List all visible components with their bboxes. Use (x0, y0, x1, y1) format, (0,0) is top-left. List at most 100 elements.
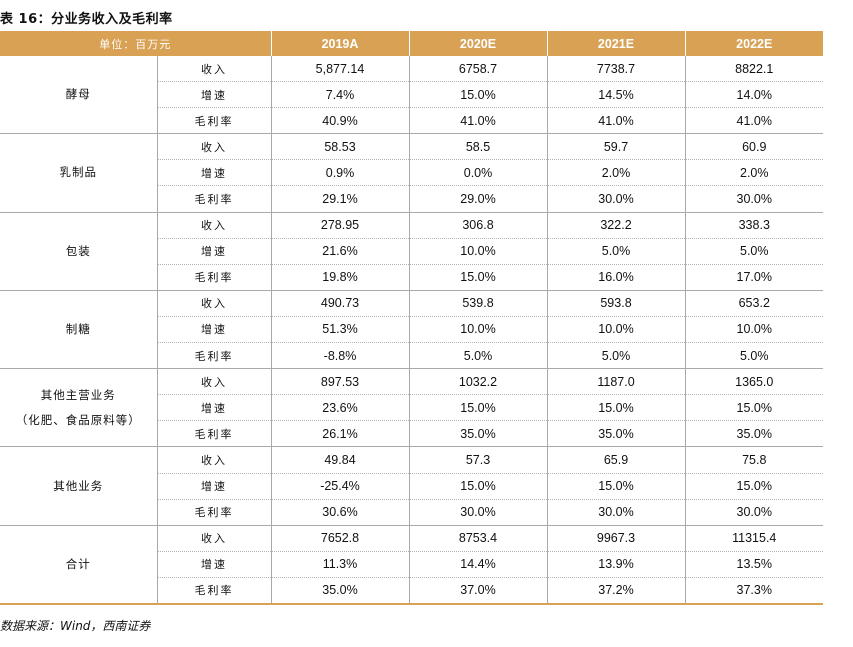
table-row: 制糖 收入 490.73 539.8 593.8 653.2 (0, 290, 823, 370)
value-cell: 5,877.14 (270, 56, 409, 83)
segment-name: 制糖 (65, 321, 91, 336)
value-cell: 11315.4 (684, 525, 823, 552)
value-cell: 10.0% (684, 316, 823, 344)
value-cell: 1365.0 (684, 368, 823, 396)
value-cell: 16.0% (546, 264, 685, 291)
value-cell: 15.0% (546, 473, 685, 500)
value-cell: 5.0% (684, 238, 823, 265)
metric-label: 收入 (156, 525, 271, 552)
value-cell: 57.3 (408, 446, 547, 474)
value-cell: 58.5 (408, 133, 547, 161)
segment-name-detail: （化肥、食品原料等） (15, 412, 141, 427)
value-cell: 15.0% (408, 264, 547, 291)
segment-name: 酵母 (65, 87, 91, 102)
segment-name: 乳制品 (59, 165, 97, 180)
metric-label: 毛利率 (156, 420, 271, 448)
value-cell: 1187.0 (546, 368, 685, 396)
value-cell: 897.53 (270, 368, 409, 396)
value-cell: 65.9 (546, 446, 685, 474)
segment-name-cell: 其他主营业务 （化肥、食品原料等） (0, 368, 157, 448)
table-row: 乳制品 收入 58.53 58.5 59.7 60.9 (0, 133, 823, 213)
value-cell: 29.0% (408, 185, 547, 213)
value-cell: 35.0% (408, 420, 547, 448)
value-cell: 15.0% (546, 394, 685, 422)
metric-label: 毛利率 (156, 499, 271, 526)
value-cell: 37.3% (684, 577, 823, 605)
metric-label: 增速 (156, 394, 271, 422)
value-cell: 35.0% (684, 420, 823, 448)
value-cell: 15.0% (684, 473, 823, 500)
value-cell: 15.0% (408, 81, 547, 109)
value-cell: 14.0% (684, 81, 823, 109)
metric-label: 毛利率 (156, 107, 271, 135)
value-cell: 8822.1 (684, 56, 823, 83)
metric-label: 毛利率 (156, 342, 271, 370)
table-row: 毛利率 40.9% 41.0% 41.0% 41.0% (0, 107, 823, 135)
metric-label: 收入 (156, 446, 271, 474)
segment-name-cell: 制糖 (0, 290, 157, 370)
table-body: 酵母 收入 5,877.14 6758.7 7738.7 8822.1 增速 7.4% 15.0… (0, 56, 823, 605)
value-cell: 338.3 (684, 212, 823, 239)
value-cell: 490.73 (270, 290, 409, 317)
value-cell: 41.0% (684, 107, 823, 135)
metric-label: 收入 (156, 56, 271, 83)
value-cell: 306.8 (408, 212, 547, 239)
value-cell: -25.4% (270, 473, 409, 500)
value-cell: 19.8% (270, 264, 409, 291)
value-cell: 40.9% (270, 107, 409, 135)
metric-label: 增速 (156, 81, 271, 109)
metric-label: 增速 (156, 316, 271, 344)
table-row: 增速 0.9% 0.0% 2.0% 2.0% (0, 159, 823, 187)
value-cell: 60.9 (684, 133, 823, 161)
value-cell: 26.1% (270, 420, 409, 448)
metric-label: 毛利率 (156, 264, 271, 291)
value-cell: 15.0% (408, 473, 547, 500)
value-cell: 30.0% (408, 499, 547, 526)
value-cell: 37.2% (546, 577, 685, 605)
table-row: 毛利率 30.6% 30.0% 30.0% 30.0% (0, 499, 823, 526)
segment-name-cell: 合计 (0, 525, 157, 605)
value-cell: 8753.4 (408, 525, 547, 552)
value-cell: 15.0% (684, 394, 823, 422)
value-cell: 58.53 (270, 133, 409, 161)
table-row: 增速 11.3% 14.4% 13.9% 13.5% (0, 551, 823, 578)
value-cell: 75.8 (684, 446, 823, 474)
table-row: 其他主营业务 （化肥、食品原料等） 收入 897.53 1032.2 1187.0 1365… (0, 368, 823, 448)
table-row: 增速 23.6% 15.0% 15.0% 15.0% (0, 394, 823, 422)
table-row: 其他业务 收入 49.84 57.3 65.9 75.8 (0, 446, 823, 526)
source-note: 数据来源：Wind，西南证券 (0, 619, 151, 633)
value-cell: 11.3% (270, 551, 409, 578)
table-row: 包装 收入 278.95 306.8 322.2 338.3 (0, 212, 823, 291)
segment-name: 合计 (65, 556, 91, 571)
value-cell: 2.0% (684, 159, 823, 187)
segment-name: 其他主营业务 (40, 387, 116, 402)
metric-label: 增速 (156, 238, 271, 265)
value-cell: 30.6% (270, 499, 409, 526)
value-cell: 17.0% (684, 264, 823, 291)
value-cell: 14.4% (408, 551, 547, 578)
metric-label: 收入 (156, 290, 271, 317)
value-cell: 539.8 (408, 290, 547, 317)
metric-label: 增速 (156, 159, 271, 187)
year-header: 2020E (408, 31, 547, 56)
segment-name-cell: 包装 (0, 212, 157, 291)
table-row: 增速 21.6% 10.0% 5.0% 5.0% (0, 238, 823, 265)
metric-label: 增速 (156, 473, 271, 500)
metric-label: 增速 (156, 551, 271, 578)
unit-header: 单位：百万元 (0, 31, 271, 56)
value-cell: 5.0% (684, 342, 823, 370)
value-cell: 30.0% (546, 185, 685, 213)
value-cell: 23.6% (270, 394, 409, 422)
year-header: 2022E (684, 31, 823, 56)
value-cell: 30.0% (684, 185, 823, 213)
value-cell: 1032.2 (408, 368, 547, 396)
value-cell: 322.2 (546, 212, 685, 239)
value-cell: 41.0% (408, 107, 547, 135)
segment-name: 包装 (65, 243, 91, 258)
year-header: 2021E (546, 31, 685, 56)
table-row: 毛利率 19.8% 15.0% 16.0% 17.0% (0, 264, 823, 291)
table-row: 合计 收入 7652.8 8753.4 9967.3 11315.4 (0, 525, 823, 605)
table-row: 增速 7.4% 15.0% 14.5% 14.0% (0, 81, 823, 109)
segment-name-cell: 酵母 (0, 56, 157, 135)
metric-label: 收入 (156, 212, 271, 239)
